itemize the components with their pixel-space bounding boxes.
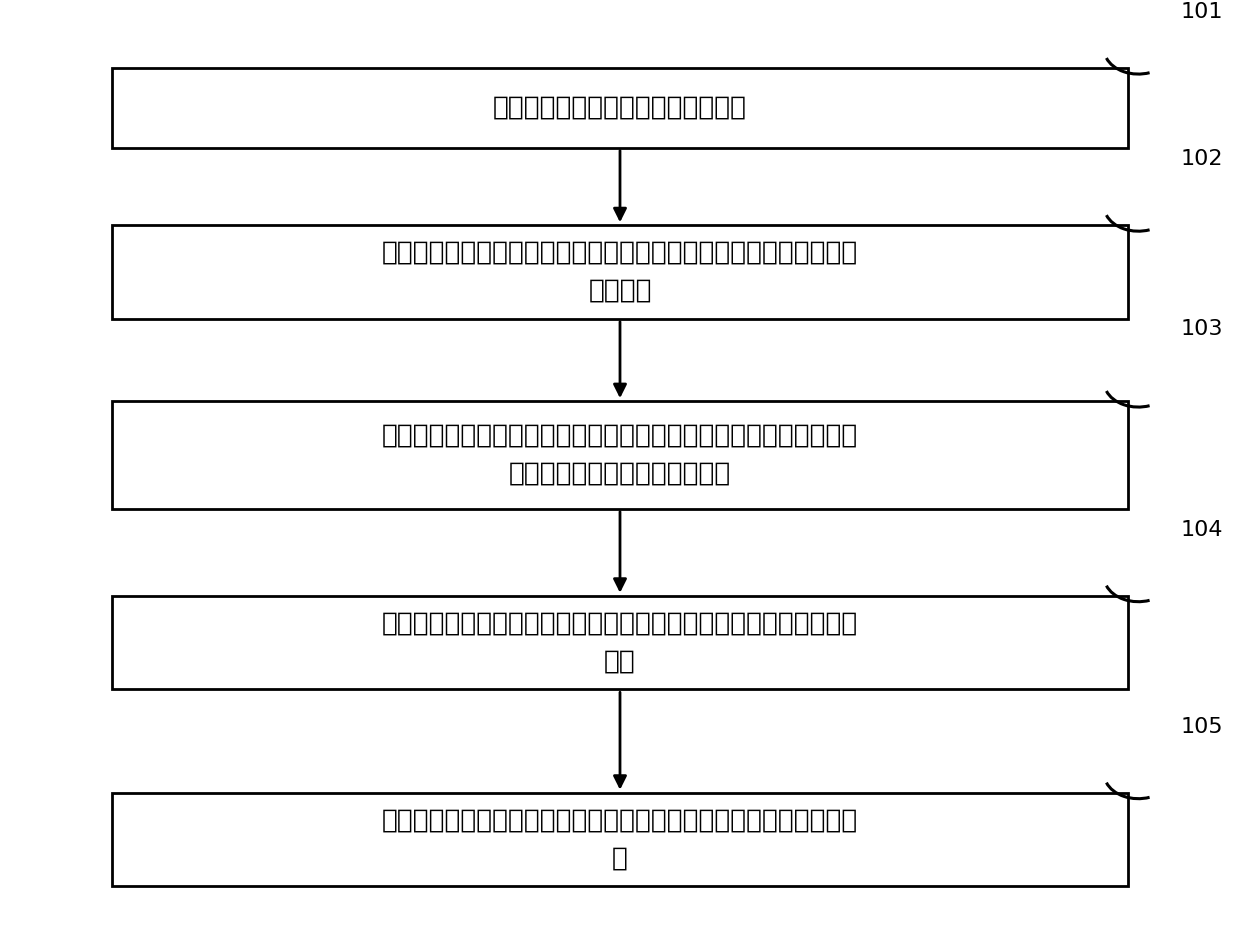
Bar <box>112 225 1128 319</box>
Bar <box>112 596 1128 689</box>
Bar <box>112 793 1128 886</box>
Text: 获得所述脑实质组织部分中，扩散加权成像信号与表面扩散系数的比
值高于设定值的梗死灶确认区域: 获得所述脑实质组织部分中，扩散加权成像信号与表面扩散系数的比 值高于设定值的梗死… <box>382 423 858 487</box>
Text: 101: 101 <box>1180 2 1223 22</box>
Text: 102: 102 <box>1180 149 1223 170</box>
Bar <box>112 401 1128 508</box>
Text: 根据所述候选连通区域中的扩散加权成像信号值，确定目标梗死灶区
域: 根据所述候选连通区域中的扩散加权成像信号值，确定目标梗死灶区 域 <box>382 808 858 871</box>
Text: 确定所述梗死灶候选区域中，与所述梗死灶确认区域连通的候选连通
区域: 确定所述梗死灶候选区域中，与所述梗死灶确认区域连通的候选连通 区域 <box>382 611 858 674</box>
Text: 103: 103 <box>1180 319 1223 339</box>
Text: 105: 105 <box>1180 717 1223 737</box>
Bar <box>112 68 1128 148</box>
Text: 104: 104 <box>1180 520 1223 540</box>
Text: 获得磁共振图像中的脑实质组织部分: 获得磁共振图像中的脑实质组织部分 <box>494 95 746 121</box>
Text: 根据设定的表面扩散系数阈值，从所述脑实质组织部分中获得梗死灶
候选区域: 根据设定的表面扩散系数阈值，从所述脑实质组织部分中获得梗死灶 候选区域 <box>382 240 858 304</box>
